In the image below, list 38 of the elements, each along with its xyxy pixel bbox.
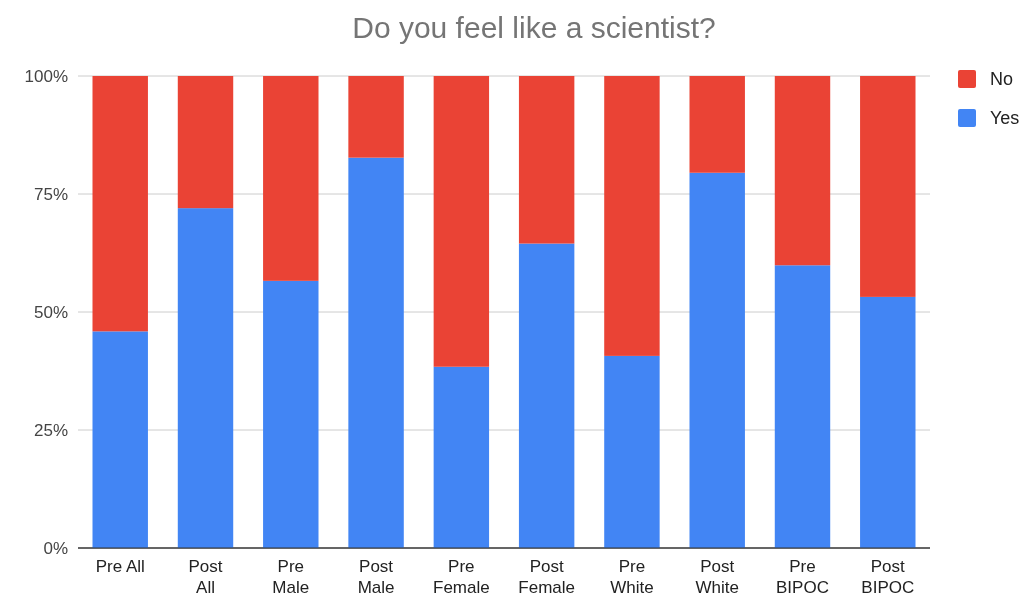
bar xyxy=(518,243,575,548)
bar xyxy=(92,76,148,332)
bar xyxy=(348,76,404,158)
x-tick-label: Post All xyxy=(188,557,223,597)
x-tick-label: Post Male xyxy=(357,557,395,597)
x-tick-label: Pre Female xyxy=(433,557,490,597)
x-tick-label: Pre White xyxy=(610,557,654,597)
bar xyxy=(518,76,575,244)
legend-label: No xyxy=(990,69,1014,90)
x-tick-label: Post Female xyxy=(518,557,575,597)
x-tick-label: Post White xyxy=(695,557,739,597)
bar xyxy=(177,208,234,548)
bar xyxy=(433,76,490,367)
bar xyxy=(177,76,234,209)
y-tick-label: 25% xyxy=(33,420,68,440)
bar xyxy=(774,76,831,266)
bar xyxy=(774,265,831,548)
x-tick-label: Pre Male xyxy=(272,557,310,597)
bar xyxy=(263,280,319,548)
bar xyxy=(689,76,745,173)
bar xyxy=(604,355,660,548)
x-tick-label: Post BIPOC xyxy=(861,557,915,597)
bar xyxy=(689,172,745,548)
y-tick-label: 0% xyxy=(43,538,68,558)
bar xyxy=(860,296,916,548)
y-tick-label: 50% xyxy=(33,302,68,322)
y-tick-label: 100% xyxy=(24,66,68,86)
bar xyxy=(92,331,148,548)
x-tick-label: Pre All xyxy=(95,557,145,576)
bar xyxy=(263,76,319,281)
legend-label: Yes xyxy=(990,108,1020,129)
bar xyxy=(860,76,916,297)
y-tick-label: 75% xyxy=(33,184,68,204)
bar xyxy=(433,366,490,548)
x-tick-label: Pre BIPOC xyxy=(776,557,829,597)
chart-title: Do you feel like a scientist? xyxy=(352,11,716,44)
bar xyxy=(348,157,404,548)
bar xyxy=(604,76,660,356)
